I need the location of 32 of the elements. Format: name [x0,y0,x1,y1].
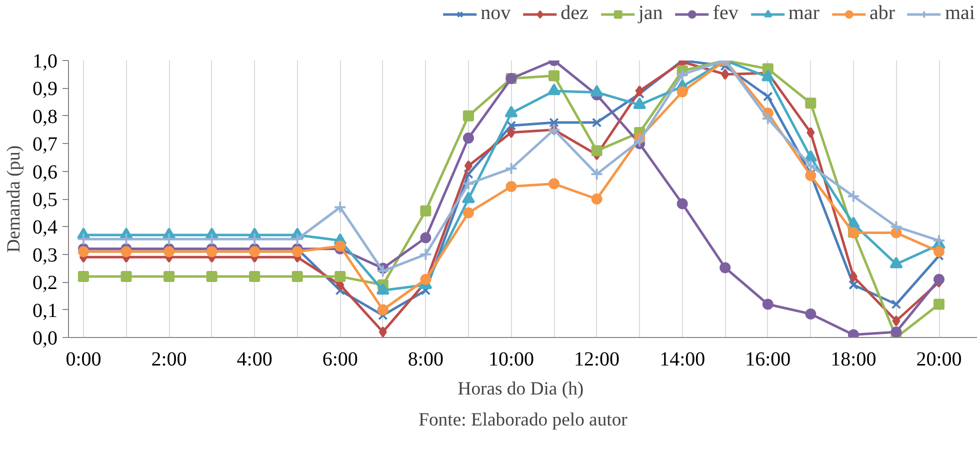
y-tick-label: 0,0 [32,328,58,350]
legend-label: fev [712,2,738,25]
y-tick-label: 0,9 [32,78,58,100]
y-tick-label: 0,5 [32,189,58,211]
x-tick-label: 12:00 [574,348,620,370]
y-tick-label: 0,6 [32,161,58,184]
y-tick-label: 0,4 [32,216,58,239]
y-tick-label: 0,1 [32,300,58,322]
y-tick-label: 0,2 [32,272,58,294]
x-tick-label: 2:00 [151,348,187,370]
x-tick-label: 14:00 [660,348,706,370]
legend-label: mar [788,2,820,25]
y-tick-label: 0,7 [32,134,58,156]
legend-label: abr [869,2,895,25]
x-tick-label: 6:00 [322,348,358,370]
y-tick-label: 0,8 [32,106,58,128]
legend-label: nov [480,2,511,25]
x-tick-label: 10:00 [488,348,534,370]
legend-label: dez [560,2,588,25]
y-tick-label: 1,0 [32,50,58,72]
x-tick-label: 8:00 [408,348,444,370]
y-tick-label: 0,3 [32,244,58,266]
x-tick-label: 0:00 [66,348,102,370]
y-axis-title: Demanda (pu) [4,145,24,253]
x-axis-title: Horas do Dia (h) [458,378,584,400]
x-tick-label: 18:00 [830,348,876,370]
legend-label: mai [945,2,975,25]
x-tick-label: 16:00 [745,348,791,370]
x-tick-label: 4:00 [236,348,272,370]
legend-label: jan [638,2,663,25]
x-tick-label: 20:00 [916,348,962,370]
source-note: Fonte: Elaborado pelo autor [418,410,628,430]
